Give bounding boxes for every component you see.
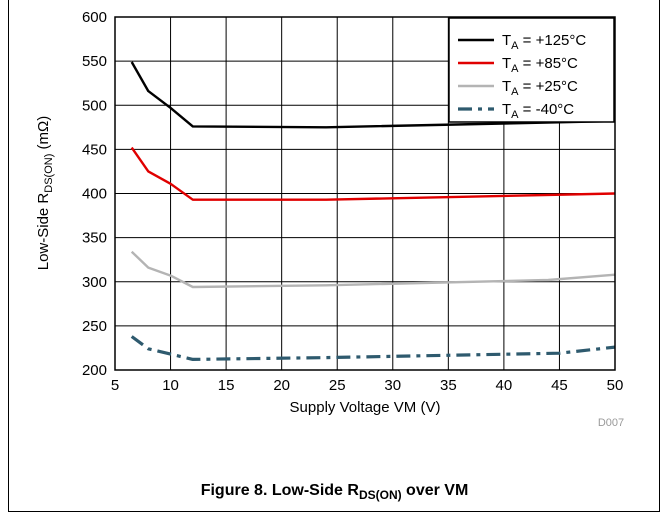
series-line xyxy=(130,61,616,129)
series-line xyxy=(130,146,616,201)
x-tick-label: 50 xyxy=(607,377,624,394)
y-tick-labels: 200 250 300 350 400 450 500 550 600 xyxy=(82,9,107,379)
x-tick-label: 45 xyxy=(551,377,568,394)
x-tick-label: 5 xyxy=(111,377,119,394)
x-tick-label: 35 xyxy=(440,377,457,394)
x-tick-label: 25 xyxy=(329,377,346,394)
figure-frame xyxy=(8,0,660,512)
y-tick-label: 200 xyxy=(82,362,107,379)
figure-code: D007 xyxy=(598,417,624,429)
x-axis-label: Supply Voltage VM (V) xyxy=(290,399,441,416)
legend-items: TA = +125°C TA = +85°C TA = +25°C TA = -40°… xyxy=(458,32,586,121)
x-tick-label: 40 xyxy=(496,377,513,394)
legend-label: TA = +125°C xyxy=(502,32,586,52)
legend-label: TA = +25°C xyxy=(502,78,578,98)
series-lines xyxy=(130,61,616,361)
x-tick-label: 30 xyxy=(384,377,401,394)
x-tick-labels: 5 10 15 20 25 30 35 40 45 50 xyxy=(111,377,624,394)
y-tick-label: 350 xyxy=(82,230,107,247)
y-axis-label: Low-Side RDS(ON) (mΩ) xyxy=(35,116,55,271)
y-tick-label: 500 xyxy=(82,97,107,114)
legend-label: TA = -40°C xyxy=(502,101,574,121)
x-tick-label: 20 xyxy=(273,377,290,394)
y-tick-label: 450 xyxy=(82,141,107,158)
x-tick-label: 15 xyxy=(218,377,235,394)
y-tick-label: 300 xyxy=(82,274,107,291)
series-line xyxy=(130,250,616,289)
figure-caption: Figure 8. Low-Side RDS(ON) over VM xyxy=(200,482,469,503)
y-tick-label: 250 xyxy=(82,318,107,335)
y-tick-label: 600 xyxy=(82,9,107,26)
y-tick-label: 550 xyxy=(82,53,107,70)
x-tick-label: 10 xyxy=(162,377,179,394)
legend-box xyxy=(448,17,615,123)
series-line xyxy=(130,335,616,361)
y-tick-label: 400 xyxy=(82,186,107,203)
legend: TA = +125°C TA = +85°C TA = +25°C TA = -40°… xyxy=(448,17,615,123)
plot-border xyxy=(114,16,616,371)
legend-label: TA = +85°C xyxy=(502,55,578,75)
